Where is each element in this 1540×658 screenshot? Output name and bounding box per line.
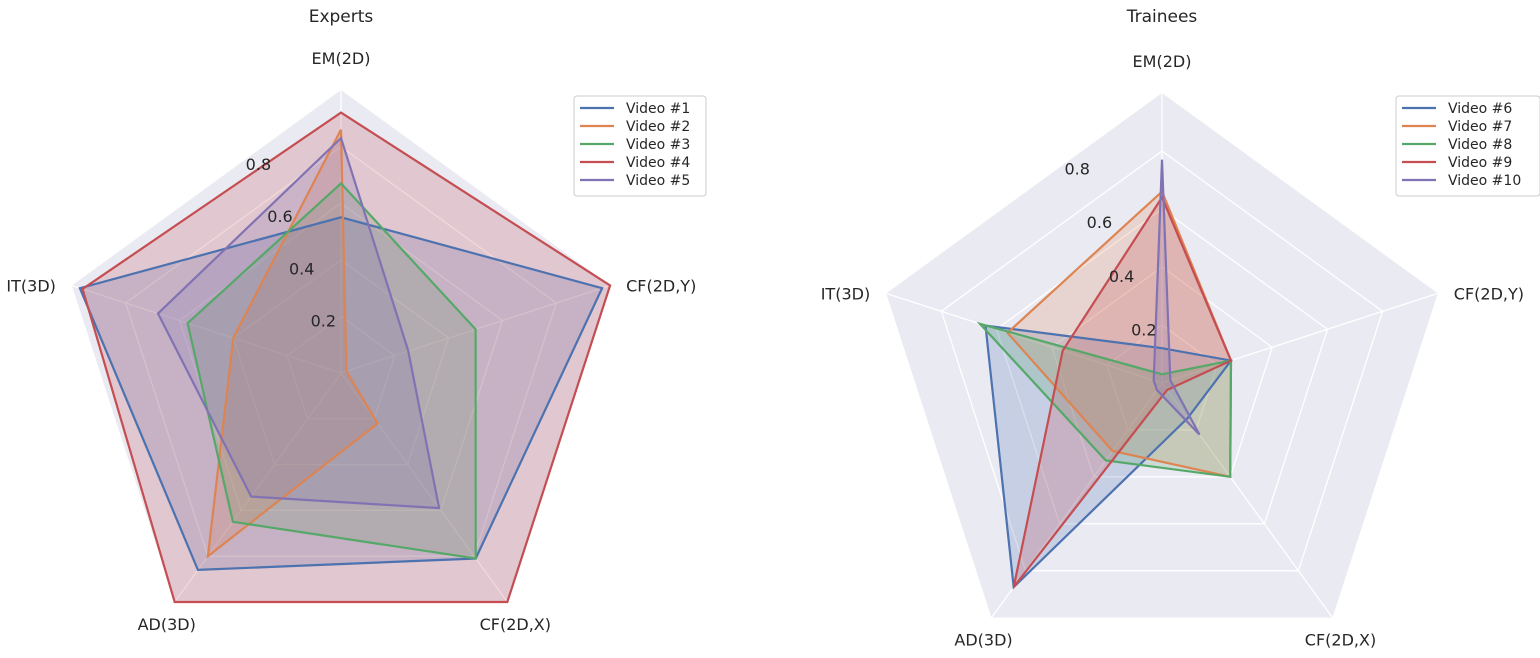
- grid-ring-3: [995, 208, 1329, 525]
- legend-label: Video #1: [626, 101, 690, 117]
- grid-ring-2: [232, 258, 450, 466]
- axis-label: IT(3D): [821, 284, 870, 303]
- series-fill-5: [1153, 159, 1200, 435]
- chart-title: Trainees: [1126, 7, 1198, 27]
- grid-spoke-2: [1161, 292, 1439, 384]
- grid-spoke-4: [174, 372, 342, 603]
- grid-spoke-5: [71, 284, 342, 374]
- grid-ring-1: [286, 315, 396, 420]
- radial-tick-label: 0.8: [246, 155, 271, 174]
- series-line-3: [976, 321, 1233, 479]
- radial-tick-label: 0.2: [311, 312, 336, 331]
- radial-tick-label: 0.4: [289, 259, 314, 278]
- series-fill-3: [980, 323, 1231, 477]
- series-line-1: [78, 216, 604, 572]
- series-line-3: [186, 181, 477, 560]
- legend-label: Video #10: [1448, 173, 1521, 189]
- legend: Video #6 Video #7 Video #8 Video #9 Video #1…: [1395, 95, 1540, 197]
- series-line-4: [81, 111, 612, 604]
- legend-label: Video #9: [1448, 155, 1512, 171]
- series-fill-2: [207, 129, 378, 557]
- axis-label: AD(3D): [954, 631, 1012, 650]
- grid-spoke-3: [340, 372, 508, 603]
- series-line-5: [156, 136, 441, 510]
- axis-label: AD(3D): [138, 615, 196, 634]
- series-line-5: [1152, 159, 1201, 436]
- grid-spoke-3: [1161, 382, 1333, 618]
- series-fill-2: [1007, 191, 1231, 477]
- legend: Video #1 Video #2 Video #3 Video #4 Video #5: [573, 95, 707, 197]
- radar-chart-2: 0.2 0.4 0.6 0.8 EM(2D) CF(2D,Y) CF(2D,X) AD(3D)…: [821, 7, 1540, 650]
- radial-tick-label: 0.8: [1064, 160, 1089, 179]
- chart-title: Experts: [309, 7, 374, 27]
- legend-label: Video #4: [626, 155, 690, 171]
- radar-chart-1: 0.2 0.4 0.6 0.8 EM(2D) CF(2D,Y) CF(2D,X) AD(3D)…: [6, 7, 707, 634]
- grid-ring-1: [1106, 324, 1218, 431]
- axis-label: CF(2D,X): [480, 615, 551, 634]
- axis-label: IT(3D): [6, 277, 55, 296]
- series-fill-1: [79, 217, 603, 570]
- series-line-2: [206, 129, 380, 559]
- legend-label: Video #6: [1448, 101, 1512, 117]
- legend-label: Video #8: [1448, 137, 1512, 153]
- grid-ring-3: [178, 202, 504, 512]
- series-fill-4: [1013, 197, 1231, 588]
- axis-label: CF(2D,Y): [1454, 284, 1524, 303]
- radial-tick-label: 0.2: [1131, 320, 1156, 339]
- legend-label: Video #2: [626, 119, 690, 135]
- axis-label: CF(2D,Y): [626, 277, 696, 296]
- grid-spoke-5: [885, 292, 1163, 384]
- legend-label: Video #3: [626, 137, 690, 153]
- legend-box: [573, 95, 707, 197]
- axis-label: EM(2D): [312, 49, 371, 68]
- series-fill-3: [187, 183, 476, 559]
- radial-tick-label: 0.6: [267, 207, 292, 226]
- series-line-1: [984, 324, 1233, 590]
- series-line-4: [1012, 195, 1233, 588]
- legend-box: [1395, 95, 1540, 197]
- grid-ring-2: [1050, 266, 1274, 478]
- grid-ring-4: [124, 145, 558, 557]
- radial-tick-label: 0.6: [1087, 213, 1112, 232]
- radial-tick-label: 0.4: [1109, 267, 1134, 286]
- axis-label: CF(2D,X): [1305, 631, 1376, 650]
- legend-label: Video #5: [626, 173, 690, 189]
- legend-label: Video #7: [1448, 119, 1512, 135]
- grid-ring-4: [940, 150, 1384, 572]
- series-fill-5: [158, 138, 440, 509]
- series-fill-1: [985, 325, 1231, 588]
- axis-label: EM(2D): [1133, 52, 1192, 71]
